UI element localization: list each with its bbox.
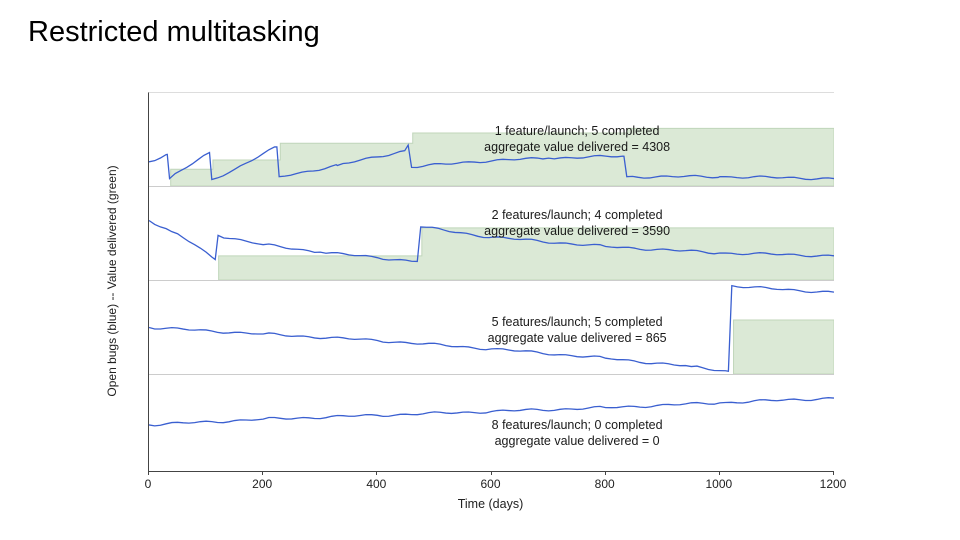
panel-4-annotation: 8 features/launch; 0 completed aggregate… bbox=[492, 417, 663, 450]
panel-2-plot bbox=[149, 187, 834, 280]
chart-panels: 1 feature/launch; 5 completed aggregate … bbox=[148, 92, 834, 472]
x-tick-mark bbox=[148, 471, 149, 475]
x-tick-label: 200 bbox=[252, 477, 273, 491]
x-axis-title: Time (days) bbox=[457, 497, 524, 511]
x-tick-mark bbox=[376, 471, 378, 475]
panel-1-annotation-line2: aggregate value delivered = 4308 bbox=[484, 140, 671, 155]
panel-5-features-per-launch: 5 features/launch; 5 completed aggregate… bbox=[149, 281, 834, 375]
x-tick-mark bbox=[490, 471, 492, 475]
panel-3-annotation-line1: 5 features/launch; 5 completed bbox=[491, 315, 663, 329]
y-axis-label: Open bugs (blue) -- Value delivered (gre… bbox=[105, 165, 119, 397]
x-tick-label: 400 bbox=[366, 477, 387, 491]
x-tick-mark bbox=[262, 471, 264, 475]
x-tick-label: 1200 bbox=[819, 477, 847, 491]
panel-4-annotation-line2: aggregate value delivered = 0 bbox=[494, 434, 660, 449]
panel-2-annotation-line1: 2 features/launch; 4 completed bbox=[491, 208, 663, 222]
x-axis: 0 200 400 600 800 1000 1200 bbox=[144, 471, 846, 501]
panel-3-annotation-line2: aggregate value delivered = 865 bbox=[487, 331, 667, 346]
x-tick-mark bbox=[718, 471, 720, 475]
x-tick-label: 1000 bbox=[705, 477, 733, 491]
panel-3-plot bbox=[149, 281, 834, 374]
x-tick-mark bbox=[833, 471, 834, 475]
panel-4-plot bbox=[149, 375, 834, 471]
panel-2-features-per-launch: 2 features/launch; 4 completed aggregate… bbox=[149, 187, 834, 281]
x-tick-label: 800 bbox=[594, 477, 615, 491]
slide-title: Restricted multitasking bbox=[28, 16, 320, 48]
x-tick-label: 0 bbox=[144, 477, 152, 491]
panel-2-annotation-line2: aggregate value delivered = 3590 bbox=[484, 224, 671, 239]
x-tick-label: 600 bbox=[480, 477, 501, 491]
panel-1-annotation: 1 feature/launch; 5 completed aggregate … bbox=[484, 123, 670, 156]
panel-1-annotation-line1: 1 feature/launch; 5 completed bbox=[494, 124, 660, 138]
panel-1-feature-per-launch: 1 feature/launch; 5 completed aggregate … bbox=[149, 93, 834, 187]
panel-8-features-per-launch: 8 features/launch; 0 completed aggregate… bbox=[149, 375, 834, 471]
x-tick-mark bbox=[604, 471, 606, 475]
panel-4-annotation-line1: 8 features/launch; 0 completed bbox=[491, 418, 663, 432]
panel-2-annotation: 2 features/launch; 4 completed aggregate… bbox=[484, 207, 670, 240]
panel-3-annotation: 5 features/launch; 5 completed aggregate… bbox=[488, 314, 667, 347]
panel-1-plot bbox=[149, 93, 834, 186]
